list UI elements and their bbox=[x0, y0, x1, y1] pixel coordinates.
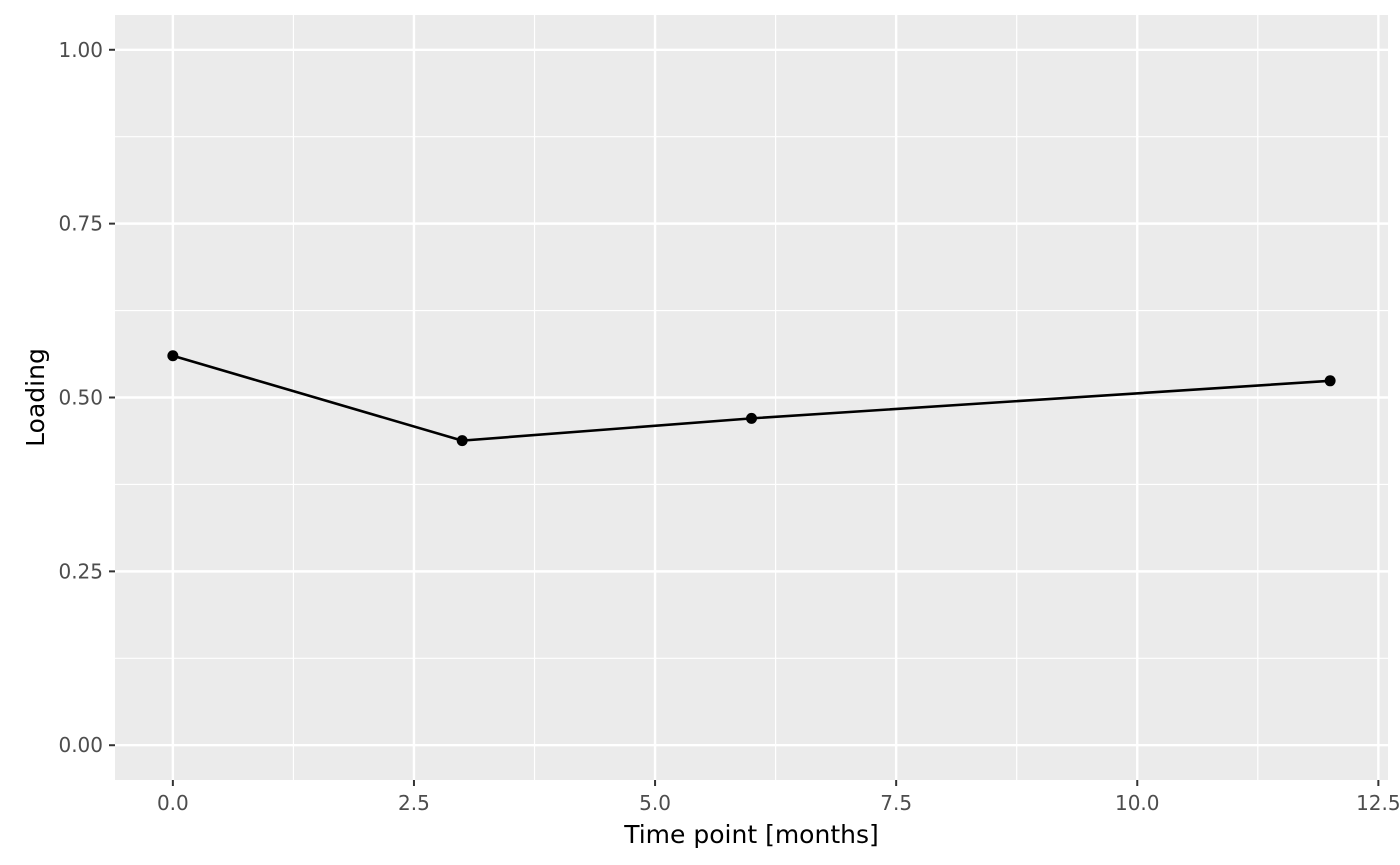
x-axis-title: Time point [months] bbox=[623, 820, 879, 849]
y-tick-label: 0.50 bbox=[58, 386, 103, 410]
x-tick-label: 2.5 bbox=[398, 791, 430, 815]
y-tick-label: 0.00 bbox=[58, 733, 103, 757]
y-tick-label: 0.25 bbox=[58, 559, 103, 583]
y-tick-label: 1.00 bbox=[58, 38, 103, 62]
x-tick-label: 10.0 bbox=[1115, 791, 1160, 815]
series-layer bbox=[167, 350, 1336, 447]
y-tick-label: 0.75 bbox=[58, 212, 103, 236]
x-tick-label: 7.5 bbox=[880, 791, 912, 815]
axes-layer: 0.0 2.5 5.0 7.5 10.0 12.5 0.00 0.25 0.50 0.75 1.00 bbox=[58, 38, 1400, 815]
x-tick-label: 12.5 bbox=[1356, 791, 1400, 815]
data-point bbox=[1324, 375, 1336, 387]
x-tick-label: 5.0 bbox=[639, 791, 671, 815]
data-point bbox=[456, 435, 468, 447]
series-line bbox=[172, 354, 1331, 442]
data-point bbox=[746, 412, 757, 424]
major-gridlines bbox=[115, 15, 1388, 780]
x-tick-label: 0.0 bbox=[157, 791, 189, 815]
data-point bbox=[167, 350, 179, 362]
y-axis-title: Loading bbox=[21, 348, 50, 447]
